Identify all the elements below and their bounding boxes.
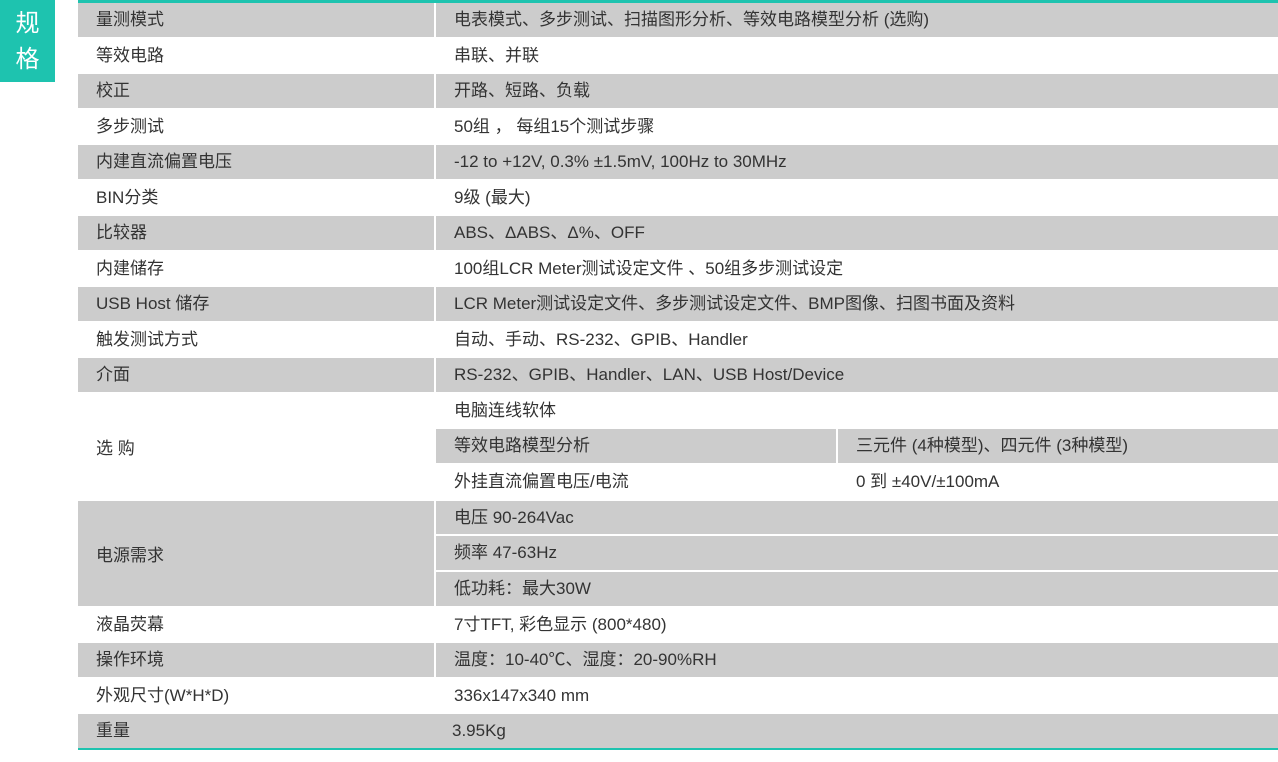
spec-label: 等效电路 (78, 39, 434, 73)
spec-value: 0 到 ±40V/±100mA (836, 465, 1278, 499)
spec-label: 电源需求 (78, 501, 434, 606)
table-subrow: 外挂直流偏置电压/电流 0 到 ±40V/±100mA (436, 465, 1278, 499)
table-subrow: 电脑连线软体 (436, 394, 1278, 430)
spec-value: 电表模式、多步测试、扫描图形分析、等效电路模型分析 (选购) (434, 3, 1278, 37)
spec-value: ABS、ΔABS、Δ%、OFF (434, 216, 1278, 250)
spec-table: 量测模式 电表模式、多步测试、扫描图形分析、等效电路模型分析 (选购) 等效电路… (78, 0, 1278, 750)
spec-label: 重量 (78, 714, 434, 748)
spec-label: 多步测试 (78, 110, 434, 144)
table-row-optional: 选 购 电脑连线软体 等效电路模型分析 三元件 (4种模型)、四元件 (3种模型… (78, 394, 1278, 501)
spec-label: 介面 (78, 358, 434, 392)
table-row: 外观尺寸(W*H*D) 336x147x340 mm (78, 679, 1278, 715)
table-subrow: 电压 90-264Vac (436, 501, 1278, 537)
spec-label: USB Host 储存 (78, 287, 434, 321)
table-subrow: 低功耗：最大30W (436, 572, 1278, 606)
section-title-char-1: 规 (0, 6, 55, 42)
spec-value: 电压 90-264Vac (436, 501, 1278, 535)
table-row: 液晶荧幕 7寸TFT, 彩色显示 (800*480) (78, 608, 1278, 644)
table-row: USB Host 储存 LCR Meter测试设定文件、多步测试设定文件、BMP… (78, 287, 1278, 323)
spec-value (836, 394, 1278, 428)
spec-value: 336x147x340 mm (434, 679, 1278, 713)
table-row: BIN分类 9级 (最大) (78, 181, 1278, 217)
spec-value: RS-232、GPIB、Handler、LAN、USB Host/Device (434, 358, 1278, 392)
spec-value: 9级 (最大) (434, 181, 1278, 215)
spec-value: 低功耗：最大30W (436, 572, 1278, 606)
table-subrow: 频率 47-63Hz (436, 536, 1278, 572)
spec-label: 选 购 (78, 394, 434, 499)
spec-value: 三元件 (4种模型)、四元件 (3种模型) (836, 429, 1278, 463)
table-row: 多步测试 50组 ， 每组15个测试步骤 (78, 110, 1278, 146)
spec-value: 自动、手动、RS-232、GPIB、Handler (434, 323, 1278, 357)
spec-value: 温度：10-40℃、湿度：20-90%RH (434, 643, 1278, 677)
spec-value: 7寸TFT, 彩色显示 (800*480) (434, 608, 1278, 642)
spec-value: 50组 ， 每组15个测试步骤 (434, 110, 1278, 144)
spec-value: 频率 47-63Hz (436, 536, 1278, 570)
spec-value: 串联、并联 (434, 39, 1278, 73)
table-row: 比较器 ABS、ΔABS、Δ%、OFF (78, 216, 1278, 252)
section-title-badge: 规 格 (0, 0, 55, 82)
spec-sheet: 规 格 量测模式 电表模式、多步测试、扫描图形分析、等效电路模型分析 (选购) … (0, 0, 1278, 762)
spec-label: 外观尺寸(W*H*D) (78, 679, 434, 713)
table-row: 等效电路 串联、并联 (78, 39, 1278, 75)
spec-value: LCR Meter测试设定文件、多步测试设定文件、BMP图像、扫图书面及资料 (434, 287, 1278, 321)
spec-label: 内建直流偏置电压 (78, 145, 434, 179)
spec-value: 100组LCR Meter测试设定文件 、50组多步测试设定 (434, 252, 1278, 286)
table-row: 校正 开路、短路、负载 (78, 74, 1278, 110)
spec-value: 等效电路模型分析 (436, 429, 836, 463)
table-row: 操作环境 温度：10-40℃、湿度：20-90%RH (78, 643, 1278, 679)
spec-label: 内建储存 (78, 252, 434, 286)
table-row: 量测模式 电表模式、多步测试、扫描图形分析、等效电路模型分析 (选购) (78, 3, 1278, 39)
spec-label: 液晶荧幕 (78, 608, 434, 642)
spec-value: 外挂直流偏置电压/电流 (436, 465, 836, 499)
table-row: 内建储存 100组LCR Meter测试设定文件 、50组多步测试设定 (78, 252, 1278, 288)
table-row: 内建直流偏置电压 -12 to +12V, 0.3% ±1.5mV, 100Hz… (78, 145, 1278, 181)
spec-label: 触发测试方式 (78, 323, 434, 357)
spec-value: 3.95Kg (434, 714, 1278, 748)
spec-label: 校正 (78, 74, 434, 108)
spec-label: BIN分类 (78, 181, 434, 215)
spec-value: 开路、短路、负载 (434, 74, 1278, 108)
table-row-power: 电源需求 电压 90-264Vac 频率 47-63Hz 低功耗：最大30W (78, 501, 1278, 608)
spec-label: 比较器 (78, 216, 434, 250)
spec-value: 电脑连线软体 (436, 394, 836, 428)
table-row: 重量 3.95Kg (78, 714, 1278, 748)
spec-label: 操作环境 (78, 643, 434, 677)
spec-label: 量测模式 (78, 3, 434, 37)
section-title-char-2: 格 (0, 42, 55, 78)
spec-value: -12 to +12V, 0.3% ±1.5mV, 100Hz to 30MHz (434, 145, 1278, 179)
table-subrow: 等效电路模型分析 三元件 (4种模型)、四元件 (3种模型) (436, 429, 1278, 465)
table-row: 触发测试方式 自动、手动、RS-232、GPIB、Handler (78, 323, 1278, 359)
table-row: 介面 RS-232、GPIB、Handler、LAN、USB Host/Devi… (78, 358, 1278, 394)
